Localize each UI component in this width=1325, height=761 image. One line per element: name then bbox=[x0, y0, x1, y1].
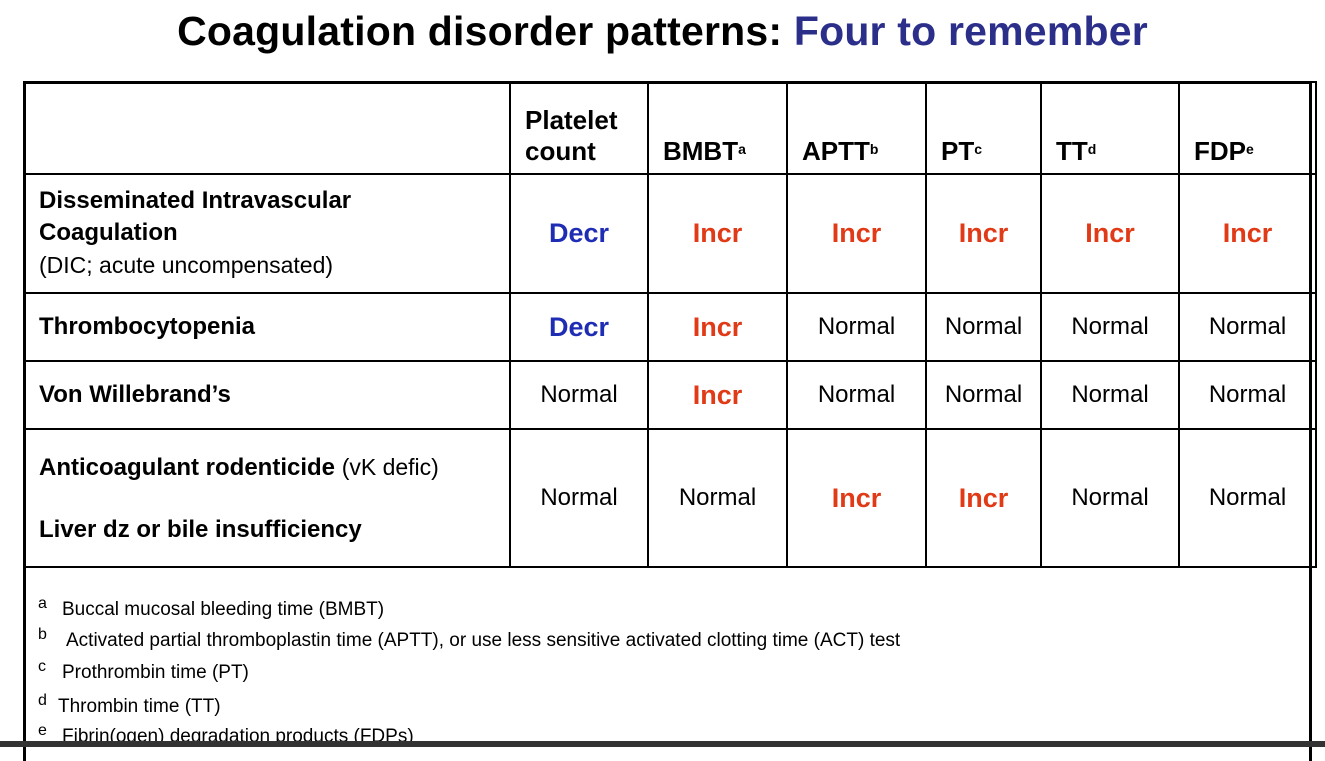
cell-value: Incr bbox=[925, 428, 1042, 568]
cell-value: Normal bbox=[509, 360, 649, 430]
table-row: Anticoagulant rodenticide (vK defic) Liv… bbox=[23, 428, 1317, 568]
cell-value: Normal bbox=[1178, 292, 1317, 362]
footnote-c: c Prothrombin time (PT) bbox=[38, 658, 249, 683]
footnotes: a Buccal mucosal bleeding time (BMBT) b Ac… bbox=[38, 594, 1298, 754]
cell-value: Normal bbox=[647, 428, 788, 568]
footnote-d: d Thrombin time (TT) bbox=[38, 692, 221, 717]
cell-value: Normal bbox=[786, 292, 927, 362]
footnote-b: b Activated partial thromboplastin time (… bbox=[38, 626, 901, 651]
row-label-von-willebrands: Von Willebrand’s bbox=[23, 360, 511, 430]
coagulation-table: Platelet count BMBTa APTTb PTc TTd FDPe … bbox=[23, 81, 1317, 568]
cell-value: Incr bbox=[647, 292, 788, 362]
row-label-thrombocytopenia: Thrombocytopenia bbox=[23, 292, 511, 362]
header-platelet-count: Platelet count bbox=[509, 81, 649, 175]
cell-value: Normal bbox=[1040, 360, 1180, 430]
cell-value: Incr bbox=[786, 428, 927, 568]
header-bmbt: BMBTa bbox=[647, 81, 788, 175]
page-title: Coagulation disorder patterns: Four to r… bbox=[0, 8, 1325, 55]
row-label-dic: Disseminated Intravascular Coagulation (… bbox=[23, 173, 511, 294]
cell-value: Normal bbox=[786, 360, 927, 430]
footnote-e: e Fibrin(ogen) degradation products (FDPs… bbox=[38, 722, 414, 747]
table-row: Disseminated Intravascular Coagulation (… bbox=[23, 173, 1317, 294]
cell-value: Normal bbox=[1178, 428, 1317, 568]
cell-value: Normal bbox=[1040, 292, 1180, 362]
cell-value: Normal bbox=[1040, 428, 1180, 568]
cell-value: Normal bbox=[925, 360, 1042, 430]
cell-value: Incr bbox=[925, 173, 1042, 294]
header-row: Platelet count BMBTa APTTb PTc TTd FDPe bbox=[23, 81, 1317, 175]
cell-value: Decr bbox=[509, 292, 649, 362]
row-label-rodenticide-liver: Anticoagulant rodenticide (vK defic) Liv… bbox=[23, 428, 511, 568]
cell-value: Normal bbox=[1178, 360, 1317, 430]
cell-value: Incr bbox=[647, 360, 788, 430]
header-fdp: FDPe bbox=[1178, 81, 1317, 175]
table-row: Thrombocytopenia Decr Incr Normal Normal… bbox=[23, 292, 1317, 362]
header-aptt: APTTb bbox=[786, 81, 927, 175]
header-pt: PTc bbox=[925, 81, 1042, 175]
cell-value: Normal bbox=[925, 292, 1042, 362]
title-accent: Four to remember bbox=[793, 8, 1148, 54]
window-bottom-edge bbox=[0, 741, 1325, 747]
cell-value: Incr bbox=[786, 173, 927, 294]
cell-value: Incr bbox=[647, 173, 788, 294]
cell-value: Decr bbox=[509, 173, 649, 294]
header-tt: TTd bbox=[1040, 81, 1180, 175]
footnote-a: a Buccal mucosal bleeding time (BMBT) bbox=[38, 595, 385, 620]
header-empty bbox=[23, 81, 511, 175]
cell-value: Incr bbox=[1178, 173, 1317, 294]
table-row: Von Willebrand’s Normal Incr Normal Norm… bbox=[23, 360, 1317, 430]
title-main: Coagulation disorder patterns: bbox=[177, 8, 783, 54]
cell-value: Normal bbox=[509, 428, 649, 568]
cell-value: Incr bbox=[1040, 173, 1180, 294]
